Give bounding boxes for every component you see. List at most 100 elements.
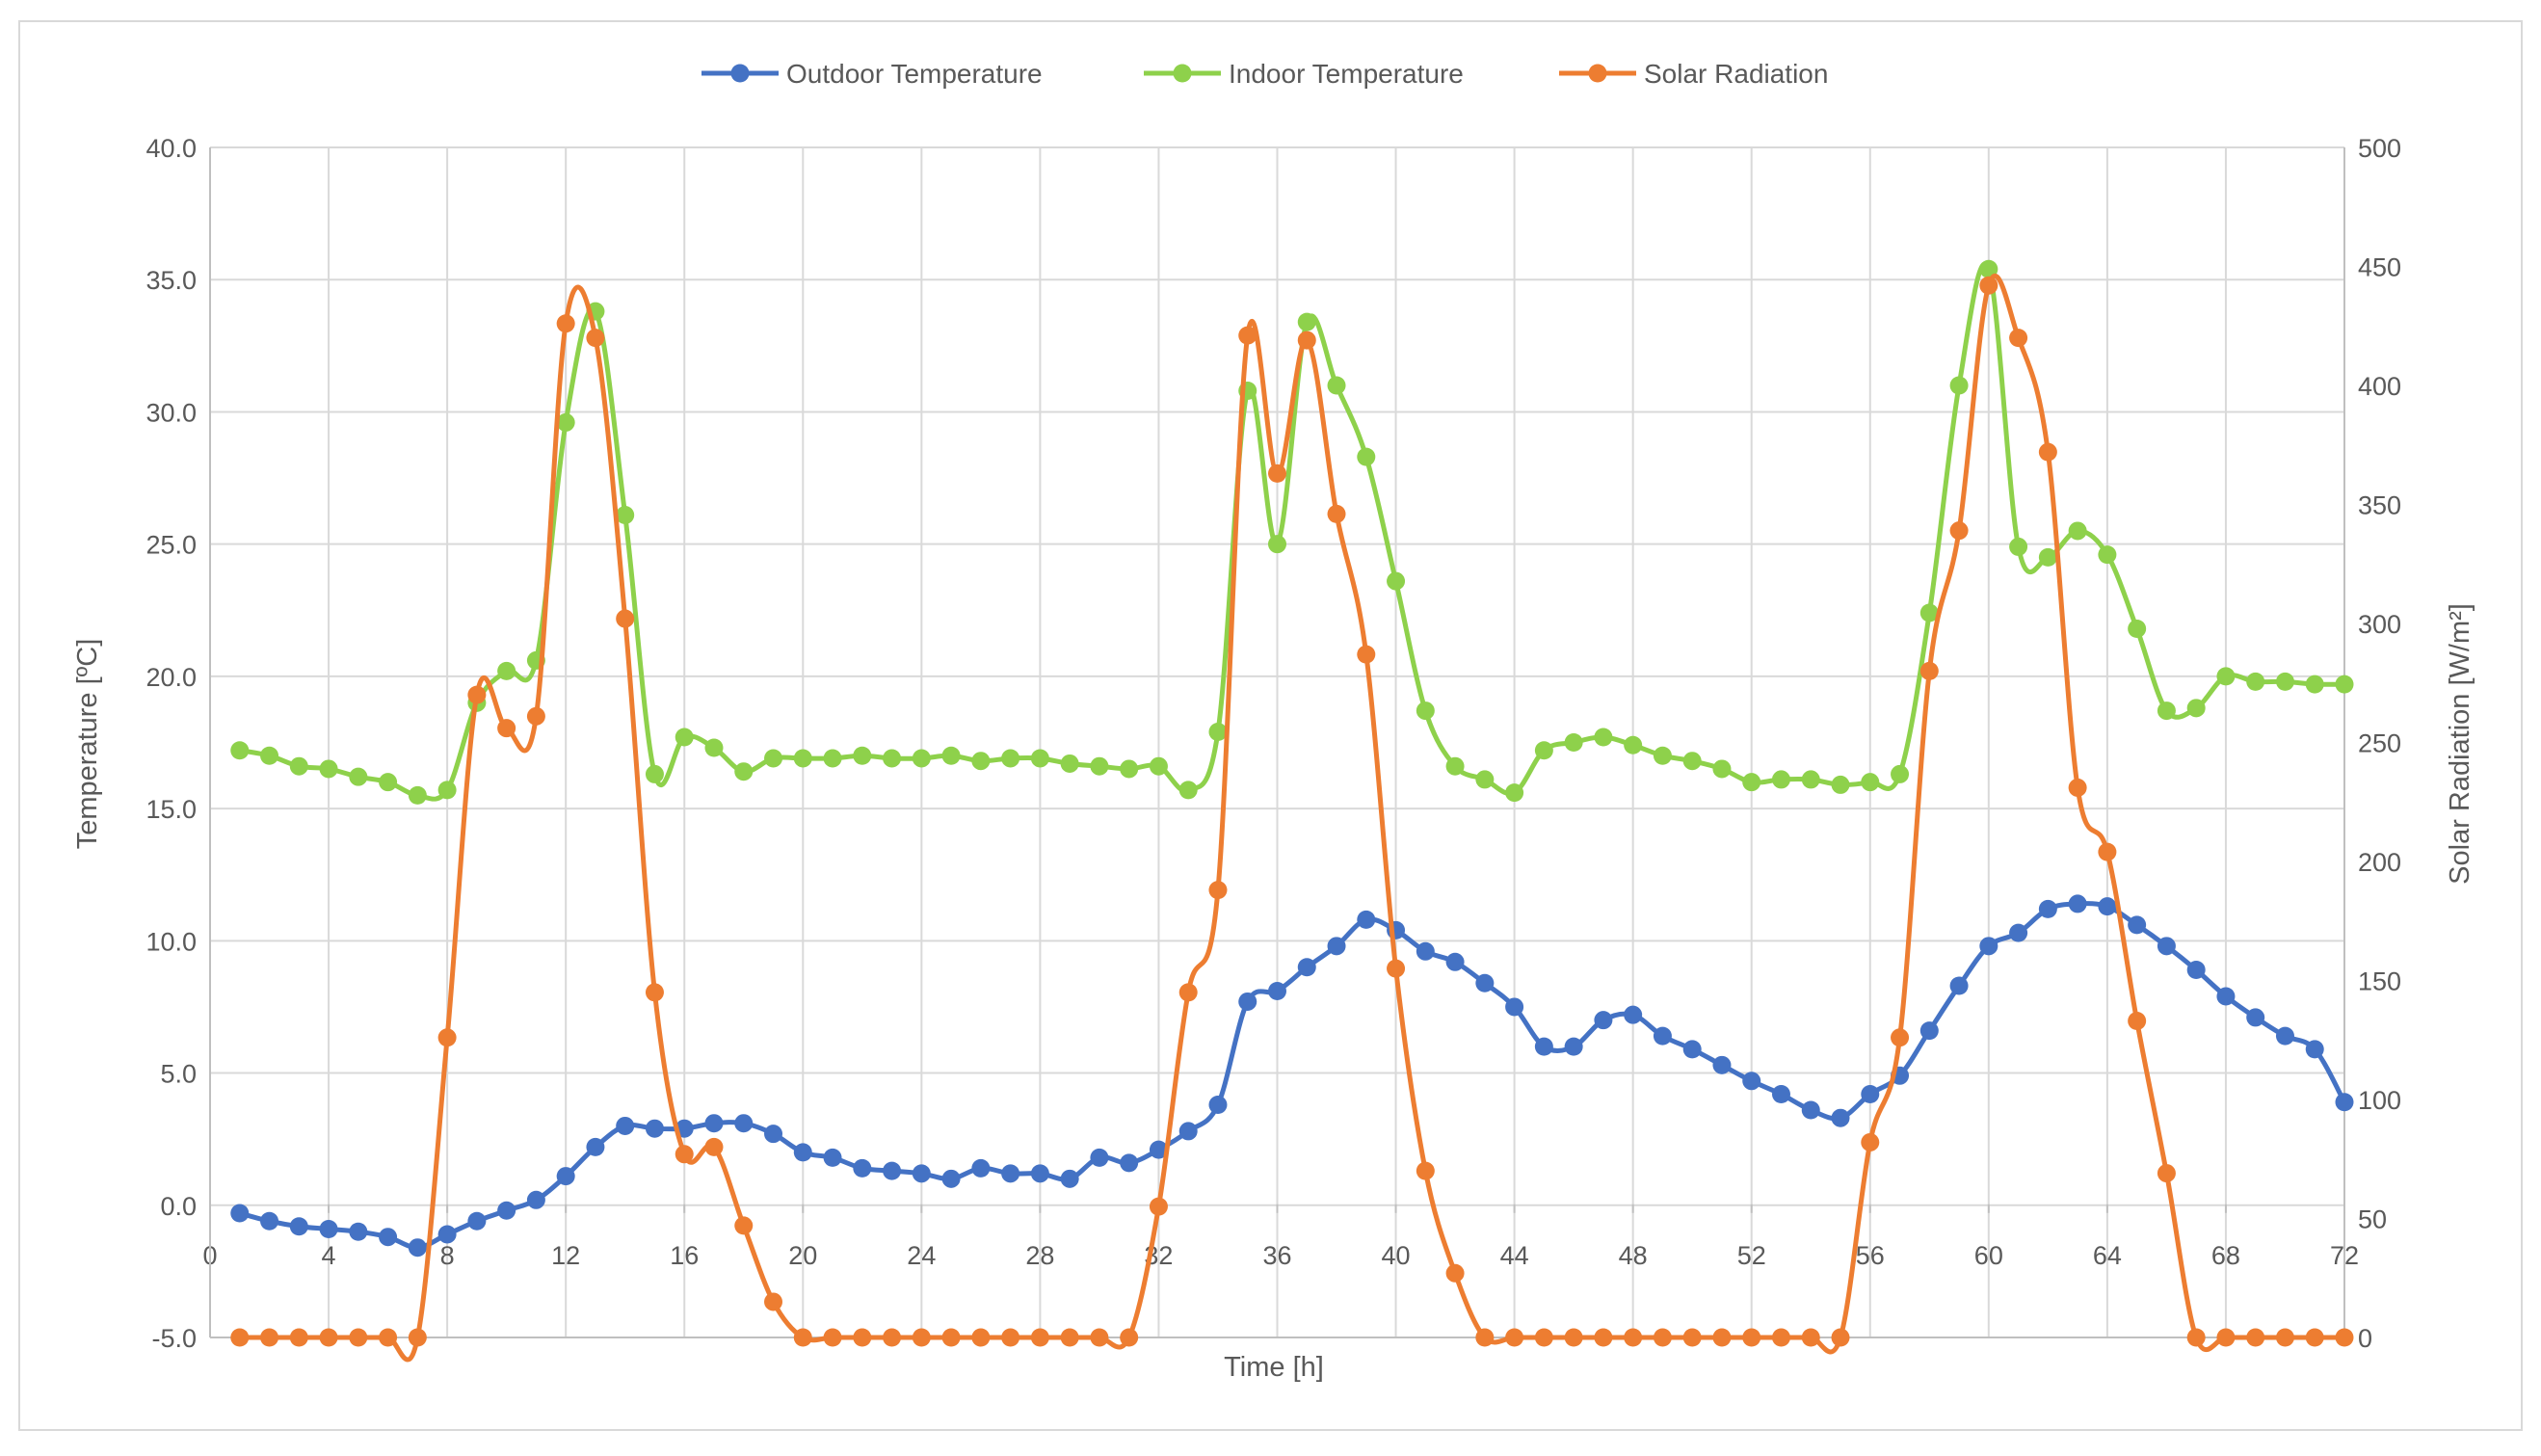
- data-point: [1416, 1161, 1435, 1180]
- data-point: [1327, 376, 1346, 395]
- data-point: [1712, 1055, 1732, 1074]
- data-point: [1801, 1100, 1820, 1120]
- data-point: [2068, 521, 2087, 541]
- y2-tick-label: 250: [2358, 729, 2401, 758]
- data-point: [1712, 759, 1732, 779]
- data-point: [1001, 1328, 1020, 1347]
- data-point: [734, 1114, 754, 1133]
- data-point: [941, 746, 961, 765]
- data-point: [1682, 1040, 1702, 1059]
- y-tick-label: 40.0: [146, 134, 197, 163]
- data-point: [556, 412, 575, 432]
- axes: -5.0 0.0 5.0 10.0 15.0 20.0 25.0 30.0 35.0 40.0 0 5…: [146, 134, 2401, 1353]
- data-point: [2157, 937, 2176, 956]
- series-outdoor-temperature: [230, 894, 2354, 1257]
- data-point: [408, 1328, 427, 1347]
- y2-tick-label: 150: [2358, 967, 2401, 996]
- data-point: [1327, 937, 1346, 956]
- data-point: [1120, 1153, 1139, 1173]
- data-point: [1742, 1328, 1761, 1347]
- data-point: [1919, 661, 1939, 680]
- data-point: [1208, 881, 1228, 900]
- data-point: [1120, 1328, 1139, 1347]
- data-point: [1891, 1028, 1910, 1047]
- data-point: [1030, 1328, 1049, 1347]
- data-point: [793, 1328, 812, 1347]
- data-point: [2157, 702, 2176, 721]
- data-point: [2305, 1040, 2324, 1059]
- data-point: [1624, 735, 1643, 754]
- data-point: [1564, 733, 1583, 752]
- data-point: [319, 1328, 338, 1347]
- data-point: [379, 1328, 398, 1347]
- data-point: [2335, 1093, 2354, 1112]
- data-point: [2305, 675, 2324, 694]
- data-point: [1653, 746, 1672, 765]
- data-point: [1120, 759, 1139, 779]
- data-point: [1771, 1085, 1790, 1104]
- data-point: [437, 781, 457, 800]
- data-point: [734, 1216, 754, 1235]
- data-point: [1475, 973, 1495, 993]
- x-tick-label: 36: [1262, 1241, 1291, 1270]
- data-point: [2216, 1328, 2236, 1347]
- data-point: [1594, 728, 1613, 747]
- y2-tick-label: 450: [2358, 253, 2401, 282]
- data-point: [260, 746, 279, 765]
- data-point: [1801, 770, 1820, 789]
- data-point: [853, 746, 872, 765]
- data-point: [883, 1328, 902, 1347]
- data-point: [1357, 910, 1376, 929]
- data-point: [1653, 1328, 1672, 1347]
- data-point: [2068, 894, 2087, 913]
- series: [230, 259, 2354, 1363]
- data-point: [1742, 1072, 1761, 1091]
- data-point: [1268, 535, 1286, 554]
- data-point: [2098, 842, 2117, 861]
- x-tick-label: 48: [1619, 1241, 1648, 1270]
- data-point: [526, 706, 545, 726]
- data-point: [2246, 1328, 2265, 1347]
- data-point: [526, 1190, 545, 1209]
- data-point: [2038, 899, 2057, 918]
- data-point: [349, 1328, 368, 1347]
- data-point: [230, 1328, 250, 1347]
- x-tick-label: 8: [440, 1241, 455, 1270]
- data-point: [586, 1137, 605, 1156]
- x-tick-label: 68: [2211, 1241, 2240, 1270]
- data-point: [1534, 741, 1553, 760]
- data-point: [2009, 923, 2028, 942]
- legend-label: Outdoor Temperature: [786, 59, 1043, 89]
- data-point: [1387, 959, 1406, 978]
- data-point: [1949, 376, 1969, 395]
- data-point: [379, 1228, 398, 1247]
- data-point: [289, 1328, 308, 1347]
- legend-item-solar-radiation[interactable]: Solar Radiation: [1559, 59, 1828, 89]
- data-point: [704, 1137, 724, 1156]
- data-point: [823, 749, 842, 768]
- series-indoor-temperature: [230, 259, 2354, 805]
- data-point: [616, 609, 635, 628]
- data-point: [1475, 1328, 1495, 1347]
- data-point: [2098, 545, 2117, 565]
- data-point: [1297, 312, 1316, 331]
- data-point: [1505, 1328, 1524, 1347]
- data-point: [1831, 775, 1850, 794]
- data-point: [1327, 504, 1346, 523]
- data-point: [1268, 463, 1286, 483]
- y2-tick-label: 500: [2358, 134, 2401, 163]
- data-point: [497, 661, 516, 680]
- data-point: [437, 1225, 457, 1244]
- legend-item-outdoor-temperature[interactable]: Outdoor Temperature: [701, 59, 1043, 89]
- data-point: [2098, 897, 2117, 916]
- legend-item-indoor-temperature[interactable]: Indoor Temperature: [1144, 59, 1464, 89]
- series-solar-radiation: [230, 274, 2354, 1363]
- data-point: [1979, 276, 1998, 295]
- data-point: [1831, 1328, 1850, 1347]
- data-point: [1090, 756, 1109, 776]
- data-point: [1030, 749, 1049, 768]
- data-point: [2128, 619, 2147, 638]
- data-point: [2335, 1328, 2354, 1347]
- data-point: [1178, 1122, 1198, 1141]
- data-point: [1505, 783, 1524, 803]
